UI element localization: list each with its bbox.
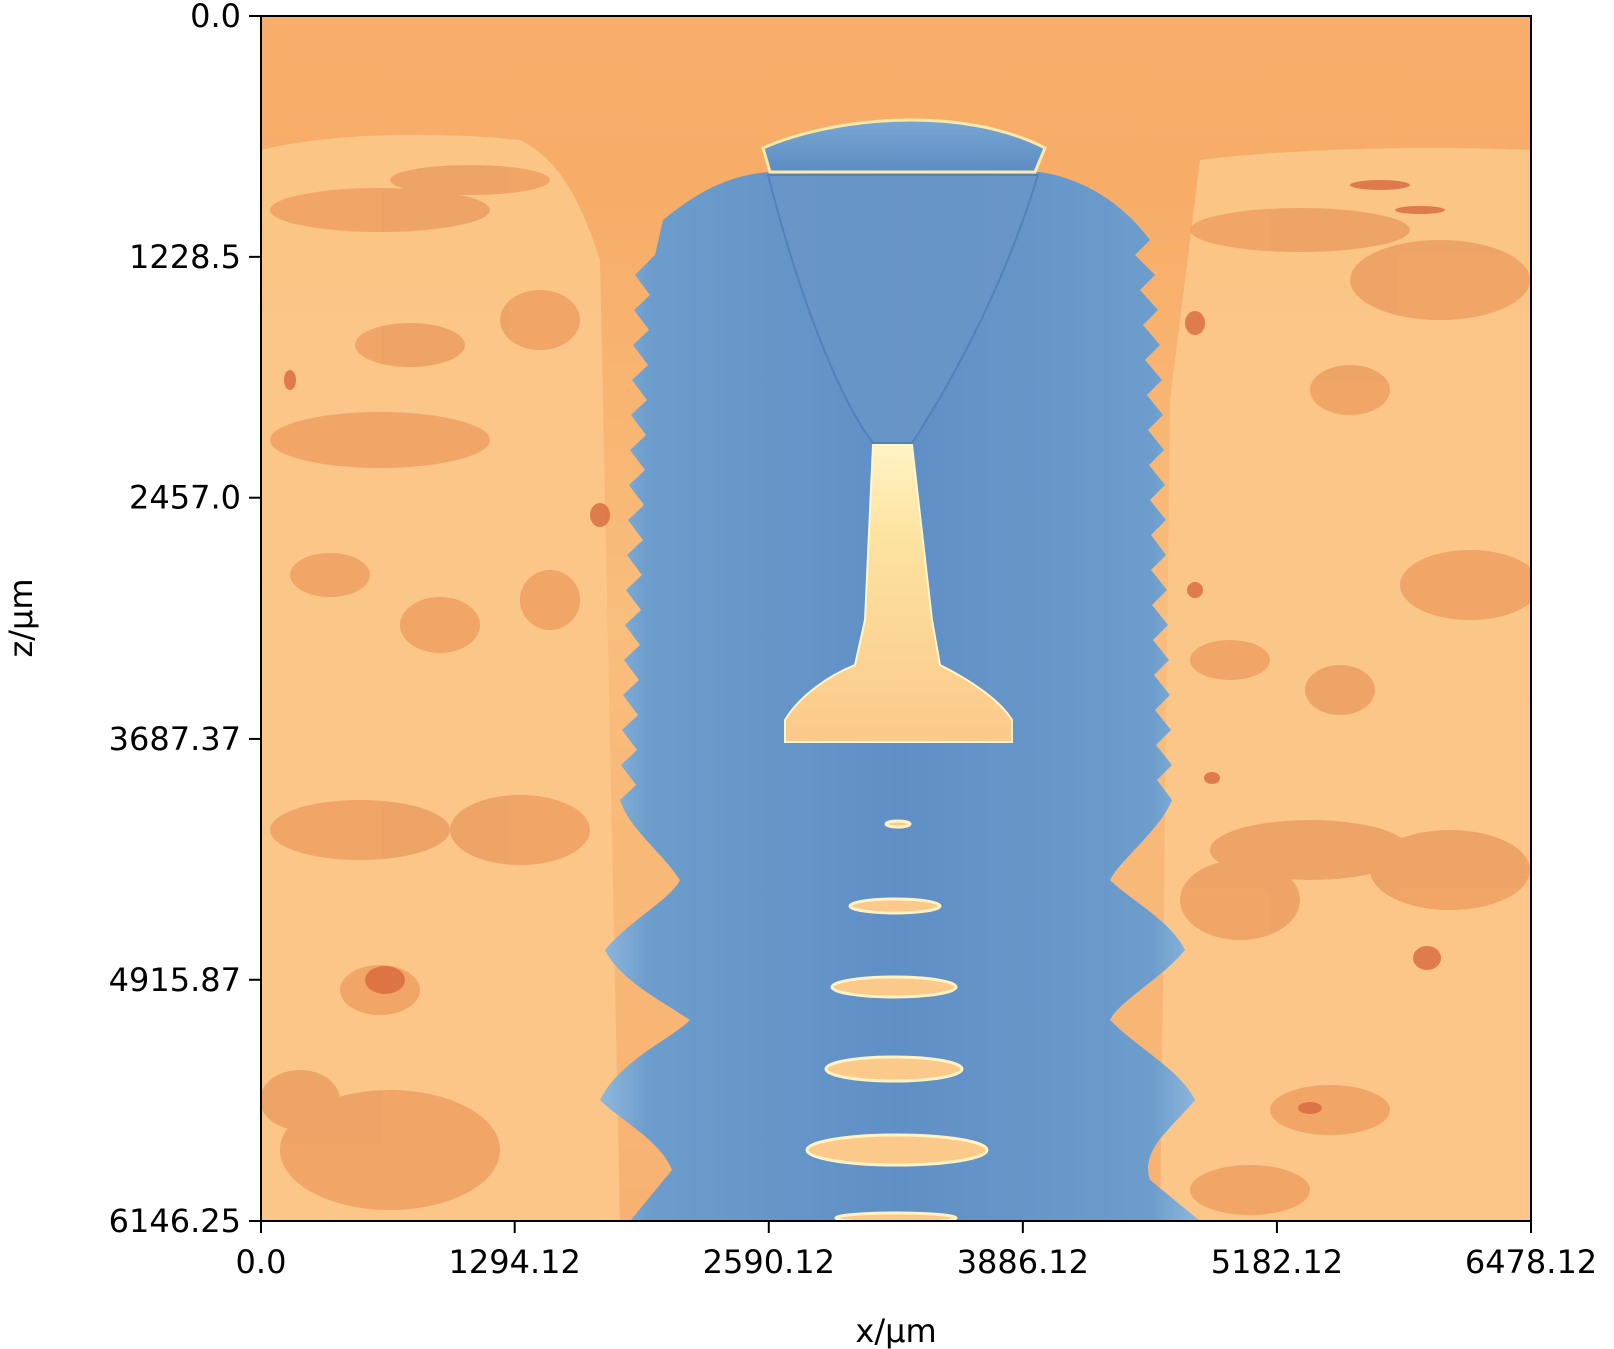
bone-pores [284,180,1445,1114]
implant-cone [766,174,1040,444]
implant-channel [784,444,1013,743]
y-axis: 0.0 1228.5 2457.0 3687.37 4915.87 6146.25 [109,0,261,1240]
implant-lamellae [805,819,989,1221]
y-tick-label: 4915.87 [109,961,241,999]
y-axis-label: z/µm [2,578,40,657]
y-tick-label: 6146.25 [109,1202,241,1240]
plot-frame [260,15,1532,1222]
x-axis-label: x/µm [855,1312,936,1349]
y-tick-label: 3687.37 [109,720,241,758]
x-tick-label: 0.0 [236,1243,287,1281]
y-tick-label: 2457.0 [129,479,241,517]
y-tick-label: 0.0 [190,0,241,35]
x-tick-label: 3886.12 [957,1243,1089,1281]
y-tick-label: 1228.5 [129,238,241,276]
x-tick-label: 2590.12 [703,1243,835,1281]
x-tick-label: 1294.12 [449,1243,581,1281]
implant-cap [761,118,1047,174]
heatmap-image [261,16,1531,1221]
bone-texture-left [261,134,620,1221]
x-axis: 0.0 1294.12 2590.12 3886.12 5182.12 6478.12 [236,1221,1597,1281]
x-tick-label: 6478.12 [1465,1243,1597,1281]
bone-dark-regions [261,165,1531,1215]
x-tick-label: 5182.12 [1211,1243,1343,1281]
